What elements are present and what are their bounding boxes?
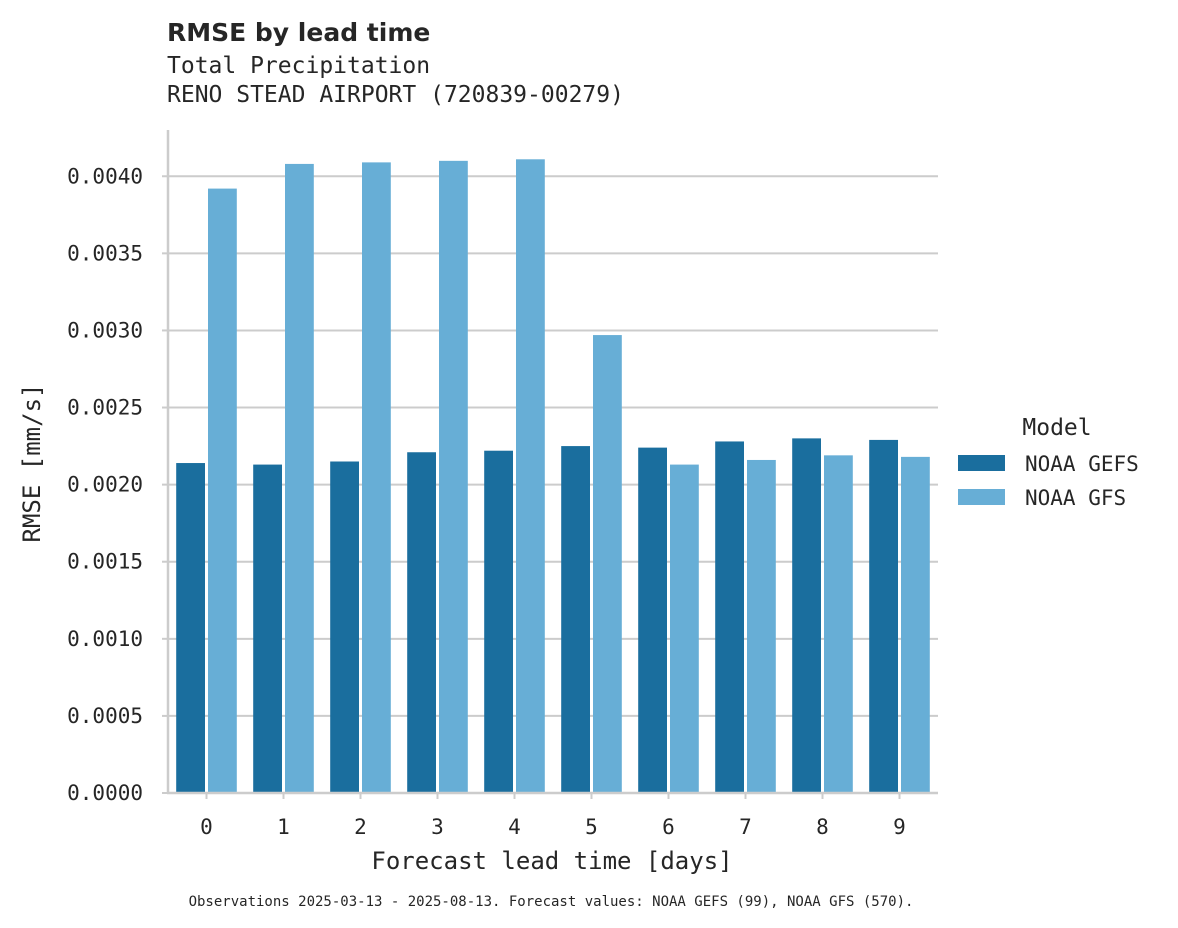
x-tick-label: 0 <box>200 815 213 839</box>
x-tick-label: 7 <box>739 815 752 839</box>
y-tick-label: 0.0030 <box>67 318 143 342</box>
legend-swatch-noaa-gefs <box>958 455 1005 471</box>
bar-noaa-gefs-lead-4 <box>484 450 513 793</box>
bar-noaa-gefs-lead-3 <box>407 452 436 793</box>
bar-noaa-gfs-lead-5 <box>593 335 622 793</box>
y-tick-label: 0.0040 <box>67 164 143 188</box>
x-tick-label: 2 <box>354 815 367 839</box>
bar-noaa-gefs-lead-5 <box>561 446 590 793</box>
bar-noaa-gfs-lead-0 <box>208 188 237 793</box>
bar-noaa-gefs-lead-0 <box>176 463 205 793</box>
x-tick-label: 1 <box>277 815 290 839</box>
bar-noaa-gefs-lead-6 <box>638 447 667 793</box>
bar-noaa-gefs-lead-7 <box>715 441 744 793</box>
bar-noaa-gfs-lead-9 <box>901 456 930 793</box>
y-axis-ticks: 0.0000 0.0005 0.0010 0.0015 0.0020 0.0025 0.00… <box>67 164 168 805</box>
legend-swatch-noaa-gfs <box>958 489 1005 505</box>
y-axis-label: RMSE [mm/s] <box>18 384 46 543</box>
y-tick-label: 0.0010 <box>67 627 143 651</box>
bar-noaa-gfs-lead-6 <box>670 464 699 793</box>
legend-label-noaa-gfs: NOAA GFS <box>1025 486 1126 510</box>
x-tick-label: 6 <box>662 815 675 839</box>
bar-noaa-gefs-lead-8 <box>792 438 821 793</box>
bar-noaa-gfs-lead-4 <box>516 159 545 793</box>
y-tick-label: 0.0020 <box>67 473 143 497</box>
x-tick-label: 9 <box>893 815 906 839</box>
y-tick-label: 0.0000 <box>67 781 143 805</box>
bar-noaa-gfs-lead-3 <box>439 160 468 793</box>
bar-noaa-gefs-lead-9 <box>869 439 898 793</box>
chart-subtitle-line-1: Total Precipitation <box>167 53 430 79</box>
y-tick-label: 0.0015 <box>67 550 143 574</box>
y-tick-label: 0.0025 <box>67 396 143 420</box>
gridlines <box>168 175 938 717</box>
bar-noaa-gefs-lead-1 <box>253 464 282 793</box>
legend: Model NOAA GEFS NOAA GFS <box>958 415 1139 510</box>
x-axis-ticks: 0 1 2 3 4 5 6 7 8 9 <box>200 793 906 839</box>
footnote: Observations 2025-03-13 - 2025-08-13. Fo… <box>189 894 914 910</box>
x-tick-label: 8 <box>816 815 829 839</box>
chart-subtitle-line-2: RENO STEAD AIRPORT (720839-00279) <box>167 82 624 108</box>
bar-noaa-gfs-lead-8 <box>824 455 853 793</box>
x-tick-label: 4 <box>508 815 521 839</box>
x-tick-label: 3 <box>431 815 444 839</box>
bar-noaa-gefs-lead-2 <box>330 461 359 793</box>
x-axis-label: Forecast lead time [days] <box>371 847 732 875</box>
bar-noaa-gfs-lead-1 <box>285 163 314 794</box>
chart-title: RMSE by lead time <box>167 18 430 47</box>
bars <box>176 159 930 794</box>
bar-noaa-gfs-lead-2 <box>362 162 391 793</box>
bar-noaa-gfs-lead-7 <box>747 459 776 793</box>
legend-title: Model <box>1022 415 1091 441</box>
x-tick-label: 5 <box>585 815 598 839</box>
legend-label-noaa-gefs: NOAA GEFS <box>1025 452 1139 476</box>
y-tick-label: 0.0005 <box>67 704 143 728</box>
y-tick-label: 0.0035 <box>67 241 143 265</box>
